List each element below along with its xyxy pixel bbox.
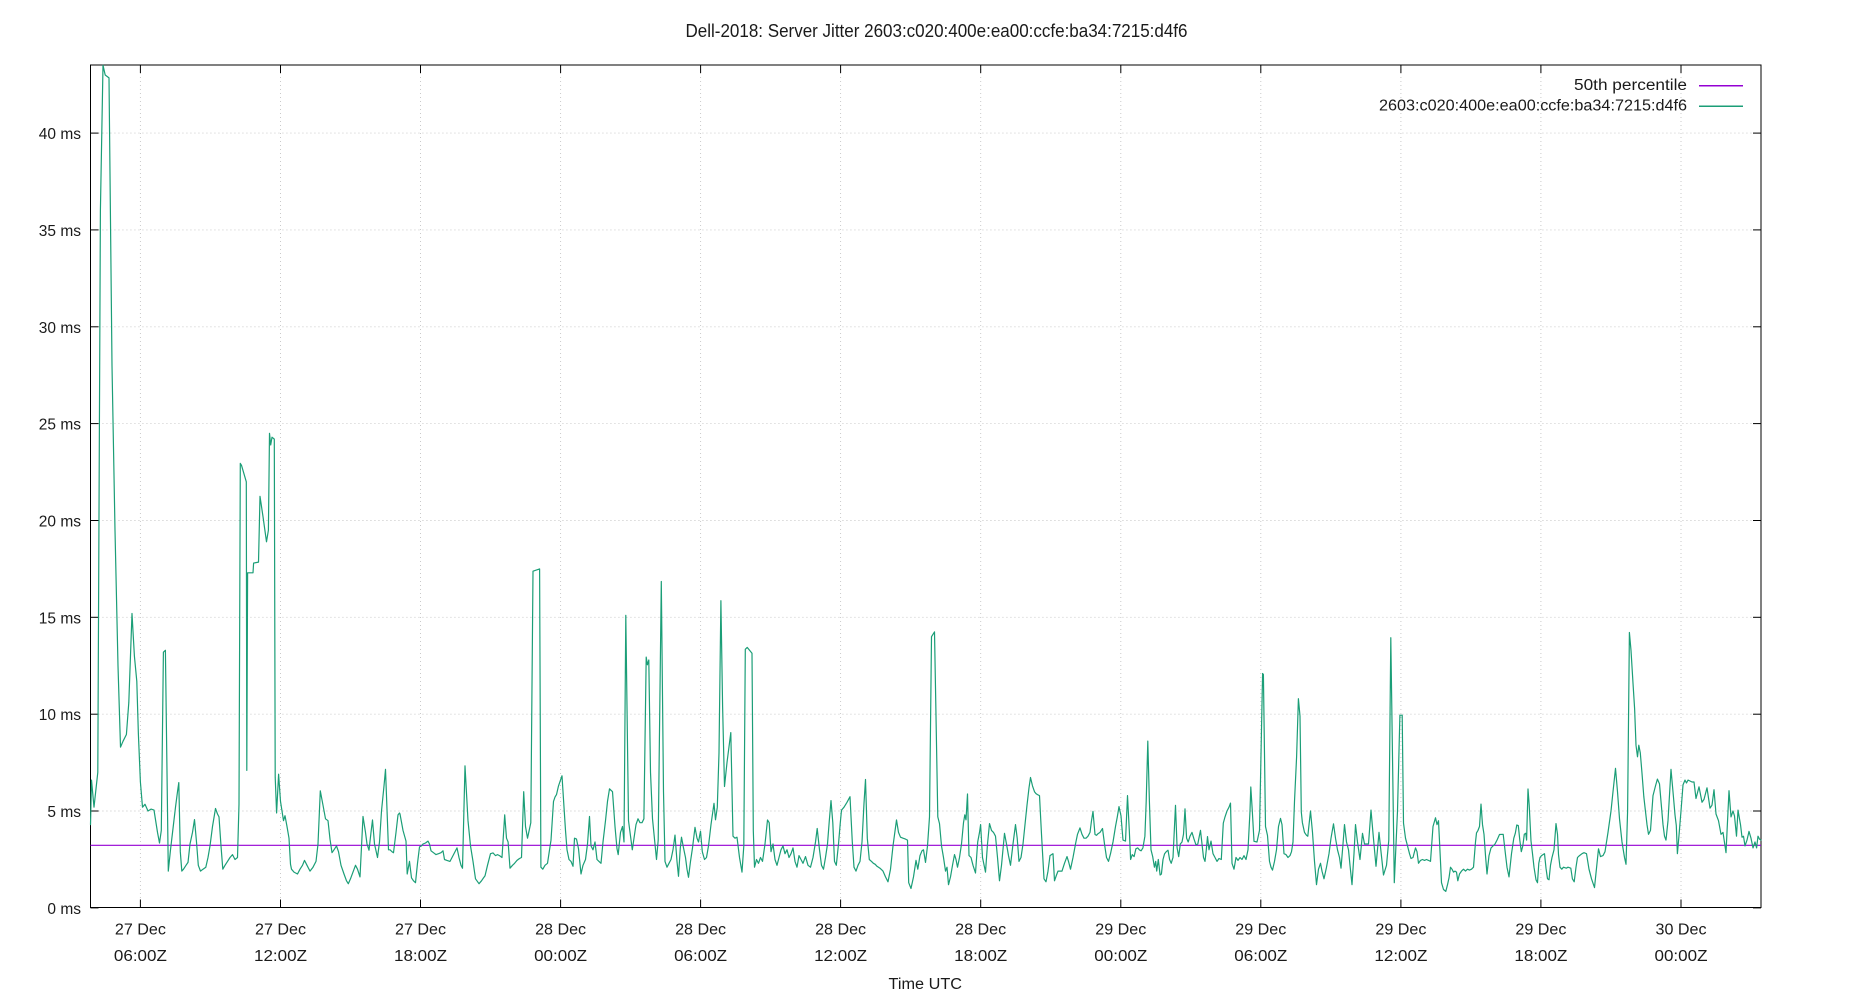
svg-text:28 Dec: 28 Dec: [815, 922, 866, 939]
svg-text:28 Dec: 28 Dec: [535, 922, 586, 939]
svg-text:15 ms: 15 ms: [39, 610, 81, 627]
svg-text:29 Dec: 29 Dec: [1375, 922, 1426, 939]
svg-text:00:00Z: 00:00Z: [534, 948, 587, 965]
svg-text:27 Dec: 27 Dec: [395, 922, 446, 939]
svg-text:06:00Z: 06:00Z: [674, 948, 727, 965]
svg-text:27 Dec: 27 Dec: [255, 922, 306, 939]
svg-text:2603:c020:400e:ea00:ccfe:ba34:: 2603:c020:400e:ea00:ccfe:ba34:7215:d4f6: [1379, 98, 1687, 115]
svg-text:29 Dec: 29 Dec: [1235, 922, 1286, 939]
svg-text:Dell-2018: Server Jitter 2603:: Dell-2018: Server Jitter 2603:c020:400e:…: [686, 20, 1188, 41]
svg-text:35 ms: 35 ms: [39, 223, 81, 240]
svg-text:29 Dec: 29 Dec: [1095, 922, 1146, 939]
svg-text:20 ms: 20 ms: [39, 514, 81, 531]
svg-text:50th percentile: 50th percentile: [1574, 77, 1687, 94]
svg-text:18:00Z: 18:00Z: [1514, 948, 1567, 965]
svg-text:28 Dec: 28 Dec: [675, 922, 726, 939]
svg-text:06:00Z: 06:00Z: [1234, 948, 1287, 965]
svg-text:00:00Z: 00:00Z: [1094, 948, 1147, 965]
svg-text:00:00Z: 00:00Z: [1655, 948, 1708, 965]
svg-text:40 ms: 40 ms: [39, 126, 81, 143]
svg-text:12:00Z: 12:00Z: [254, 948, 307, 965]
svg-text:30 Dec: 30 Dec: [1656, 922, 1707, 939]
svg-text:10 ms: 10 ms: [39, 707, 81, 724]
svg-text:30 ms: 30 ms: [39, 320, 81, 337]
svg-text:18:00Z: 18:00Z: [954, 948, 1007, 965]
svg-text:12:00Z: 12:00Z: [814, 948, 867, 965]
svg-text:28 Dec: 28 Dec: [955, 922, 1006, 939]
svg-text:27 Dec: 27 Dec: [115, 922, 166, 939]
svg-text:5 ms: 5 ms: [47, 804, 81, 821]
svg-text:Time UTC: Time UTC: [889, 976, 963, 993]
svg-text:29 Dec: 29 Dec: [1515, 922, 1566, 939]
svg-text:12:00Z: 12:00Z: [1374, 948, 1427, 965]
svg-text:06:00Z: 06:00Z: [114, 948, 167, 965]
svg-text:18:00Z: 18:00Z: [394, 948, 447, 965]
svg-text:25 ms: 25 ms: [39, 417, 81, 434]
svg-text:0 ms: 0 ms: [47, 901, 81, 918]
